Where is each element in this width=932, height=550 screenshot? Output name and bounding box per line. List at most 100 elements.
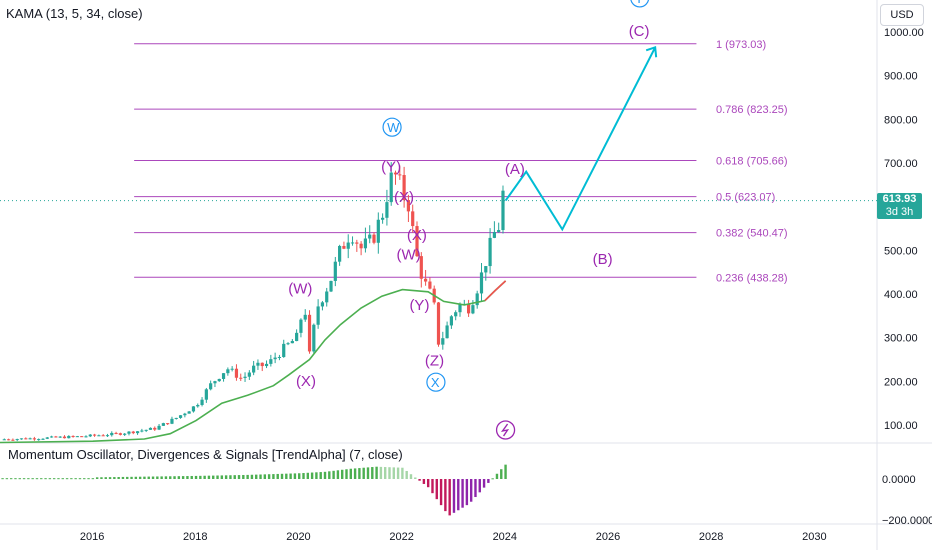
oscillator-bar [100,477,103,479]
oscillator-bar [298,473,301,479]
oscillator-bar [65,478,69,480]
oscillator-bar [44,478,47,480]
oscillator-bar [272,474,275,479]
candle-body [157,425,161,430]
wave-label: (W) [288,280,312,297]
candle-body [200,399,204,405]
candle-body [247,372,251,377]
y-tick-label: 800.00 [884,114,918,126]
oscillator-bar [207,475,211,479]
oscillator-bar [358,468,361,479]
candle-body [24,438,28,440]
oscillator-bar [371,467,374,479]
oscillator-bar [259,474,262,479]
candle-body [6,439,11,441]
oscillator-bar [126,476,129,479]
candle-body [166,423,170,425]
candle-body [58,436,62,438]
oscillator-bar [104,477,107,479]
oscillator-bar [319,472,322,479]
candle-body [49,436,54,438]
oscillator-bar [280,473,284,479]
candle-body [67,435,71,439]
osc-y-tick-label: −200.0000 [882,515,932,527]
oscillator-bar [224,475,228,479]
candle-body [376,219,380,243]
candle-body [479,272,484,294]
candle-body [92,434,97,436]
candle-body [488,237,492,267]
currency-button[interactable]: USD [880,4,924,26]
oscillator-bar [435,479,438,500]
candle-body [359,243,363,249]
candle-body [411,211,415,227]
oscillator-bar [48,478,52,480]
candle-body [295,332,299,342]
oscillator-bar [336,470,340,479]
oscillator-bar [190,475,193,479]
oscillator-bar [362,467,365,479]
oscillator-bar [306,472,310,479]
oscillator-bar [91,478,95,480]
candle-body [501,190,505,231]
wave-circle-label: Y [635,0,644,6]
y-tick-label: 200.00 [884,376,918,388]
candle-body [424,278,428,282]
wave-label: (Y) [381,158,401,175]
candle-body [187,411,191,414]
x-tick-label: 2028 [699,531,723,543]
candle-body [230,368,234,370]
candle-body [320,302,325,307]
candle-body [269,359,273,364]
candle-body [221,373,226,379]
candle-body [183,413,187,416]
oscillator-bar [431,479,434,494]
candle-body [243,376,247,378]
oscillator-bar [22,478,26,480]
oscillator-bar [177,476,181,479]
candle-body [277,356,282,358]
candle-body [19,438,24,440]
candle-body [406,200,411,212]
wave-label: (X) [394,189,414,206]
candle-body [497,230,501,233]
candle-body [445,325,449,339]
oscillator-bar [409,474,413,479]
candle-body [381,217,385,220]
candle-body [256,362,260,366]
candle-body [402,175,406,201]
candle-body [45,437,49,439]
oscillator-bar [164,476,168,479]
oscillator-bar [293,473,297,479]
candle-body [191,406,196,412]
projection-path[interactable] [504,46,657,232]
oscillator-bar [250,474,254,479]
oscillator-bar [418,479,421,481]
oscillator-bar [495,473,499,479]
kama-line[interactable] [0,280,507,444]
oscillator-bar [70,478,73,480]
oscillator-bar [444,479,447,512]
oscillator-bar [83,478,86,480]
candle-body [342,245,346,249]
wave-circle-label: W [387,120,400,135]
candle-body [299,319,303,333]
candle-body [204,389,208,400]
oscillator-bar [143,476,146,479]
candle-body [389,172,393,203]
oscillator-bar [448,479,451,516]
oscillator-bar [452,479,456,513]
candle-body [398,174,402,176]
fib-level-label: 0.618 (705.66) [716,156,788,168]
candle-body [88,434,92,437]
candle-body [32,438,36,440]
candle-body [441,338,445,345]
oscillator-bar [263,474,267,479]
x-tick-label: 2018 [183,531,207,543]
candle-body [123,433,127,435]
wave-circle-label: X [431,375,440,390]
candle-body [475,293,479,306]
candle-body [458,304,462,313]
wave-label: (B) [593,251,613,268]
